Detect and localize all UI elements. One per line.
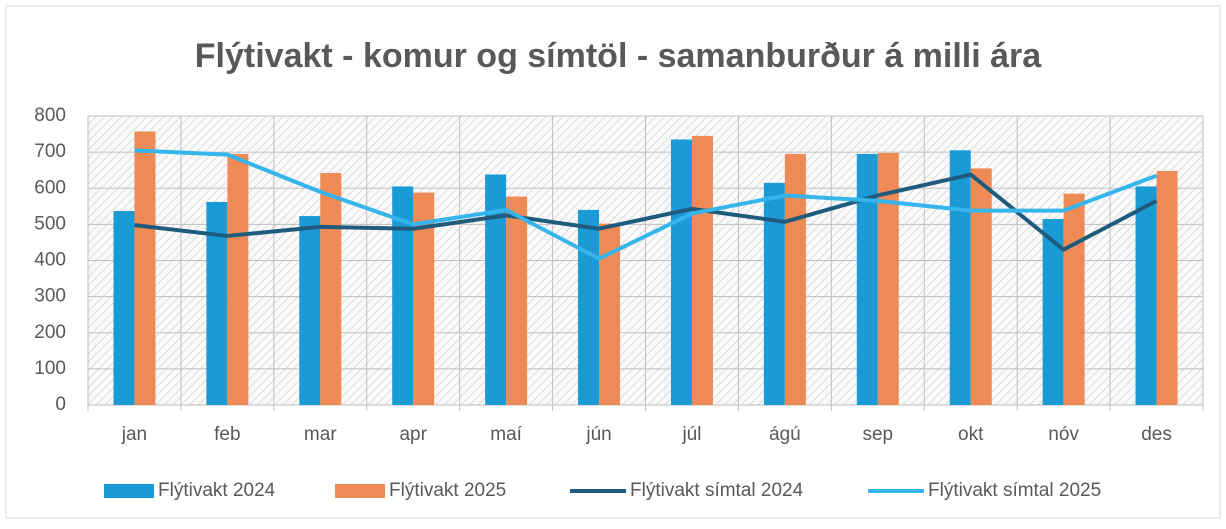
- legend-label: Flýtivakt 2024: [158, 480, 276, 501]
- bar: [1156, 170, 1178, 405]
- bar: [970, 168, 992, 405]
- legend-label: Flýtivakt símtal 2025: [928, 480, 1101, 501]
- y-tick-label: 0: [55, 394, 66, 415]
- x-tick-label: des: [1141, 424, 1172, 445]
- bar: [949, 150, 971, 405]
- legend-swatch: [335, 484, 385, 498]
- x-tick-label: jan: [121, 424, 147, 445]
- y-tick-label: 100: [34, 358, 66, 379]
- bar: [763, 182, 785, 405]
- legend-label: Flýtivakt símtal 2024: [630, 480, 804, 501]
- x-tick-label: júl: [681, 424, 701, 445]
- y-tick-label: 400: [34, 250, 66, 271]
- chart-title: Flýtivakt - komur og símtöl - samanburðu…: [195, 37, 1043, 75]
- bar: [392, 186, 414, 405]
- x-tick-label: mar: [304, 424, 337, 445]
- y-tick-label: 300: [34, 286, 66, 307]
- x-tick-label: sep: [862, 424, 893, 445]
- x-tick-label: apr: [399, 424, 427, 445]
- legend-label: Flýtivakt 2025: [389, 480, 506, 501]
- bar: [784, 153, 806, 405]
- bar: [856, 153, 878, 405]
- bar: [670, 139, 692, 405]
- line: [134, 148, 1158, 261]
- bar: [578, 209, 600, 405]
- bar: [506, 196, 528, 405]
- bar: [206, 201, 228, 405]
- x-tick-label: nóv: [1048, 424, 1079, 445]
- bar: [413, 192, 435, 405]
- bar: [227, 153, 249, 405]
- bar: [134, 131, 156, 405]
- bar: [299, 216, 321, 405]
- x-tick-label: jún: [585, 424, 611, 445]
- y-tick-label: 200: [34, 322, 66, 343]
- bar: [691, 135, 713, 405]
- bar: [320, 173, 342, 405]
- bar: [113, 211, 135, 405]
- x-tick-label: maí: [490, 424, 522, 445]
- legend-swatch: [104, 484, 154, 498]
- bar: [485, 174, 507, 405]
- x-tick-label: ágú: [769, 424, 801, 445]
- bar: [1063, 193, 1085, 405]
- y-tick-label: 500: [34, 213, 66, 234]
- y-tick-label: 600: [34, 177, 66, 198]
- bar: [877, 152, 899, 405]
- x-tick-label: okt: [958, 424, 984, 445]
- x-tick-label: feb: [214, 424, 240, 445]
- y-tick-label: 800: [34, 105, 66, 126]
- bar: [1135, 186, 1157, 405]
- bar: [1042, 218, 1064, 405]
- y-tick-label: 700: [34, 141, 66, 162]
- bar: [599, 223, 621, 405]
- line: [134, 172, 1158, 252]
